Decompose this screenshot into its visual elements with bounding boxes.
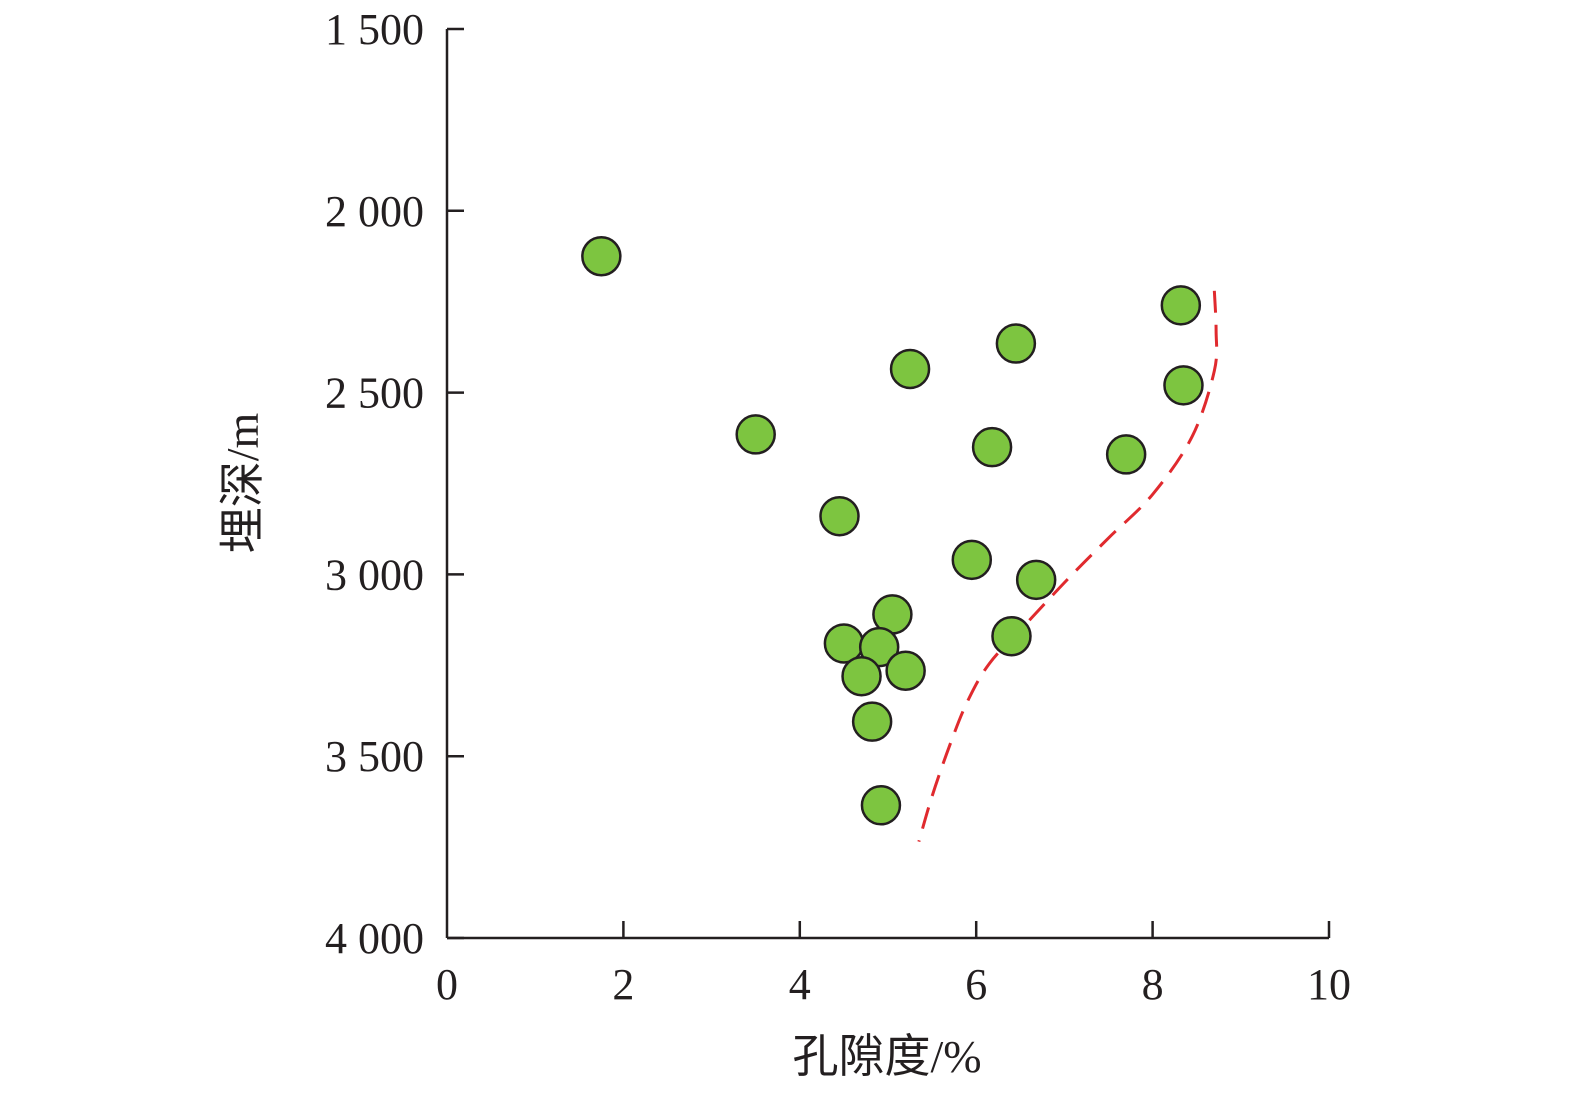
x-tick-label: 6 — [965, 960, 987, 1009]
y-tick-label: 4 000 — [325, 914, 424, 963]
y-tick-label: 2 500 — [325, 369, 424, 418]
data-point — [885, 650, 926, 692]
data-point — [841, 655, 882, 697]
data-point — [991, 615, 1032, 657]
trend-line — [917, 290, 1219, 843]
data-point — [951, 539, 993, 581]
x-tick-label: 10 — [1307, 960, 1351, 1009]
x-axis-title: 孔隙度/% — [792, 1031, 981, 1082]
data-point — [858, 626, 900, 668]
data-point — [995, 323, 1037, 364]
data-point — [735, 414, 776, 455]
y-axis-title: 埋深/m — [217, 413, 268, 554]
y-tick-label: 1 500 — [325, 5, 424, 54]
data-point — [860, 785, 902, 826]
data-point — [1163, 365, 1204, 406]
x-tick-label: 2 — [612, 960, 634, 1009]
y-tick-label: 3 500 — [325, 732, 424, 781]
data-points — [581, 236, 1204, 826]
data-point — [851, 701, 893, 742]
x-tick-label: 8 — [1142, 960, 1164, 1009]
data-point — [1105, 434, 1147, 475]
data-point — [1015, 559, 1057, 601]
trend-line-group — [917, 290, 1219, 843]
x-tick-label: 4 — [789, 960, 811, 1009]
data-point — [1160, 285, 1202, 326]
data-point — [889, 348, 931, 390]
data-point — [971, 426, 1013, 468]
data-point — [581, 236, 622, 277]
data-point — [819, 495, 860, 537]
y-tick-label: 2 000 — [325, 187, 424, 236]
y-tick-label: 3 000 — [325, 550, 424, 599]
x-tick-label: 0 — [436, 960, 458, 1009]
